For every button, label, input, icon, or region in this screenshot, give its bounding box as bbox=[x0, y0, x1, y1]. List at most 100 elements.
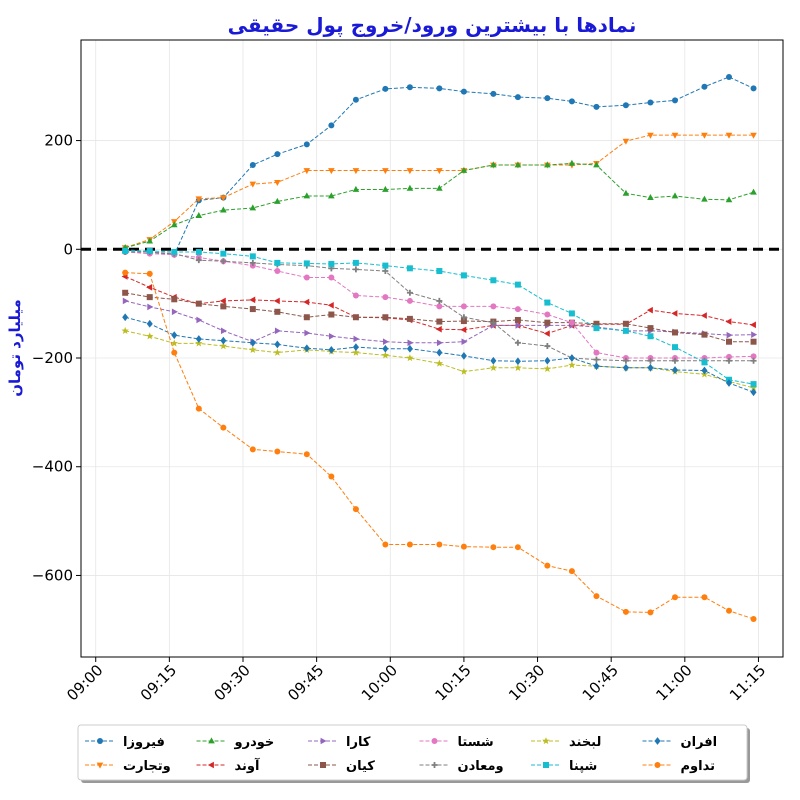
data-point bbox=[303, 344, 310, 353]
data-point bbox=[489, 363, 498, 371]
data-point bbox=[672, 594, 678, 601]
y-tick-label: −200 bbox=[32, 349, 73, 367]
data-point bbox=[352, 314, 359, 321]
data-point bbox=[406, 168, 414, 175]
data-point bbox=[460, 314, 467, 321]
data-point bbox=[726, 331, 733, 339]
data-point bbox=[220, 258, 227, 265]
data-point bbox=[382, 294, 389, 301]
data-point bbox=[436, 348, 443, 357]
data-point bbox=[406, 265, 413, 272]
data-point bbox=[249, 253, 256, 260]
data-point bbox=[382, 541, 389, 548]
data-point bbox=[750, 353, 757, 360]
data-point bbox=[726, 353, 732, 360]
data-point bbox=[406, 84, 413, 91]
data-point bbox=[219, 342, 228, 350]
legend-marker bbox=[207, 761, 214, 769]
data-point bbox=[750, 381, 757, 388]
data-point bbox=[622, 320, 629, 327]
data-point bbox=[196, 316, 203, 324]
legend-item: آوند bbox=[196, 757, 260, 774]
legend-label: تداوم bbox=[681, 759, 715, 774]
data-point bbox=[303, 314, 310, 321]
data-point bbox=[195, 249, 202, 256]
data-point bbox=[352, 292, 359, 299]
data-point bbox=[514, 281, 521, 288]
data-point bbox=[249, 338, 256, 347]
data-point bbox=[749, 384, 758, 392]
data-point bbox=[701, 359, 708, 366]
data-point bbox=[328, 345, 335, 354]
legend: فیروزا وتجارت خودرو آوند کارا کیان شستا ومعادن ل… bbox=[77, 724, 750, 783]
data-point bbox=[544, 356, 551, 365]
data-point bbox=[593, 362, 600, 371]
legend-label: آوند bbox=[235, 757, 260, 774]
data-point bbox=[406, 289, 413, 296]
data-point bbox=[274, 448, 281, 455]
data-point bbox=[146, 270, 153, 277]
data-point bbox=[672, 97, 678, 104]
data-point bbox=[249, 296, 256, 304]
data-point bbox=[701, 83, 708, 90]
data-point bbox=[701, 366, 708, 375]
data-point bbox=[328, 311, 335, 318]
data-point bbox=[274, 268, 281, 275]
data-point bbox=[701, 331, 708, 338]
legend-item: فیروزا bbox=[85, 735, 165, 750]
data-point bbox=[406, 297, 413, 304]
legend-marker bbox=[320, 737, 327, 745]
legend-marker bbox=[208, 737, 215, 744]
data-point bbox=[750, 132, 757, 139]
data-point bbox=[249, 204, 257, 211]
legend-item: افران bbox=[642, 735, 717, 750]
data-point bbox=[352, 259, 359, 266]
data-point bbox=[220, 336, 227, 345]
data-point bbox=[726, 379, 732, 387]
data-point bbox=[726, 73, 732, 80]
data-point bbox=[593, 593, 600, 600]
legend-label: ومعادن bbox=[458, 759, 504, 774]
data-point bbox=[435, 325, 442, 333]
legend-marker bbox=[654, 762, 661, 768]
data-point bbox=[406, 184, 414, 191]
data-point bbox=[146, 319, 153, 328]
legend-marker bbox=[542, 737, 550, 745]
series-3 bbox=[121, 159, 757, 251]
data-point bbox=[303, 192, 311, 199]
data-point bbox=[543, 364, 552, 373]
data-point bbox=[195, 211, 203, 218]
data-point bbox=[593, 356, 600, 363]
data-point bbox=[249, 181, 257, 188]
data-point bbox=[382, 85, 389, 92]
data-point bbox=[249, 306, 256, 313]
data-point bbox=[593, 103, 600, 110]
data-point bbox=[303, 298, 310, 306]
data-point bbox=[195, 405, 202, 412]
data-point bbox=[121, 326, 129, 334]
data-point bbox=[406, 541, 413, 548]
y-tick-label: −400 bbox=[32, 458, 73, 476]
data-point bbox=[328, 332, 335, 340]
data-point bbox=[170, 339, 178, 347]
data-point bbox=[352, 343, 359, 352]
data-point bbox=[490, 161, 497, 168]
data-point bbox=[220, 424, 227, 431]
legend-label: خودرو bbox=[234, 735, 275, 750]
data-point bbox=[436, 268, 443, 275]
data-point bbox=[750, 338, 757, 345]
data-point bbox=[514, 316, 521, 323]
data-point bbox=[544, 299, 551, 306]
data-point bbox=[750, 388, 757, 397]
data-point bbox=[436, 541, 443, 548]
data-point bbox=[622, 357, 629, 364]
y-tick-label: −600 bbox=[32, 566, 73, 584]
grid bbox=[81, 40, 783, 657]
plot-frame bbox=[80, 39, 784, 658]
legend-label: کارا bbox=[346, 735, 371, 750]
data-point bbox=[544, 161, 551, 168]
data-point bbox=[568, 159, 576, 166]
data-point bbox=[303, 451, 310, 458]
data-point bbox=[328, 473, 335, 480]
data-point bbox=[436, 297, 443, 304]
